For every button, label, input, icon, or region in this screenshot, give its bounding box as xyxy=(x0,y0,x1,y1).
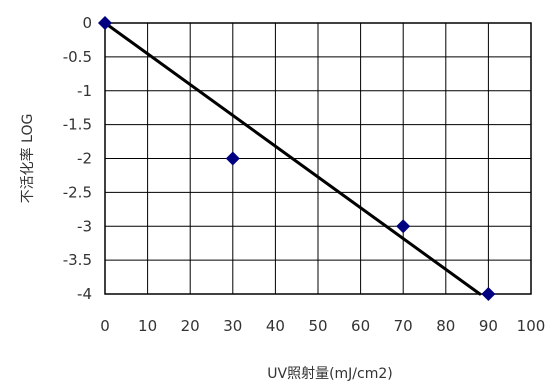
data-points xyxy=(98,16,496,301)
y-tick-label-1: -0.5 xyxy=(63,48,92,66)
x-tick-label-10: 100 xyxy=(517,317,546,335)
y-tick-label-4: -2 xyxy=(77,150,92,168)
trendline xyxy=(103,21,482,296)
grid-lines xyxy=(104,22,532,295)
y-tick-labels: 0 -0.5 -1 -1.5 -2 -2.5 -3 -3.5 -4 xyxy=(63,14,92,303)
x-tick-label-8: 80 xyxy=(436,317,455,335)
data-point-0 xyxy=(98,16,112,30)
x-tick-label-0: 0 xyxy=(100,317,110,335)
x-axis-title: UV照射量(mJ/cm2) xyxy=(267,366,392,382)
y-tick-label-6: -3 xyxy=(77,217,92,235)
y-axis-title: 不活化率 LOG xyxy=(19,114,36,204)
x-tick-label-4: 40 xyxy=(266,317,285,335)
y-tick-label-3: -1.5 xyxy=(63,116,92,134)
y-tick-label-7: -3.5 xyxy=(63,251,92,269)
plot-frame xyxy=(104,22,532,295)
y-tick-label-8: -4 xyxy=(77,285,92,303)
x-tick-label-7: 70 xyxy=(394,317,413,335)
y-tick-label-5: -2.5 xyxy=(63,183,92,201)
data-point-3 xyxy=(481,287,496,301)
x-tick-label-5: 50 xyxy=(308,317,327,335)
data-point-1 xyxy=(225,151,240,166)
data-point-2 xyxy=(396,219,411,234)
x-tick-label-6: 60 xyxy=(351,317,370,335)
x-tick-label-9: 90 xyxy=(479,317,498,335)
x-tick-label-2: 20 xyxy=(181,317,200,335)
y-tick-label-2: -1 xyxy=(77,82,92,100)
trendline-group xyxy=(103,21,482,296)
x-tick-label-1: 10 xyxy=(138,317,157,335)
y-tick-label-0: 0 xyxy=(82,14,92,32)
x-tick-label-3: 30 xyxy=(223,317,242,335)
x-tick-labels: 0 10 20 30 40 50 60 70 80 90 100 xyxy=(100,317,545,335)
